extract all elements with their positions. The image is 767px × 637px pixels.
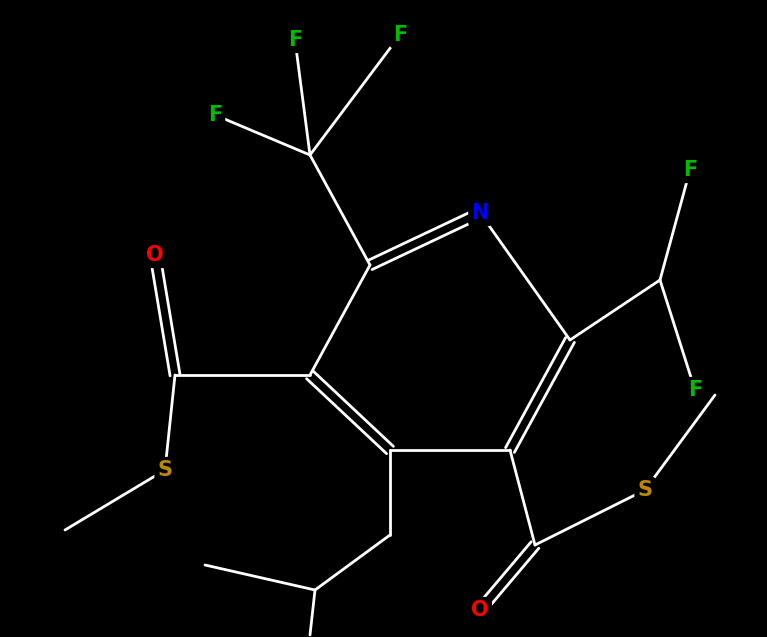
Text: S: S <box>157 460 173 480</box>
Text: N: N <box>471 203 489 223</box>
Text: O: O <box>146 245 164 265</box>
Text: O: O <box>471 600 489 620</box>
Text: S: S <box>637 480 653 500</box>
Text: F: F <box>208 105 222 125</box>
Text: F: F <box>288 30 302 50</box>
Text: F: F <box>393 25 407 45</box>
Text: F: F <box>688 380 702 400</box>
Text: F: F <box>683 160 697 180</box>
